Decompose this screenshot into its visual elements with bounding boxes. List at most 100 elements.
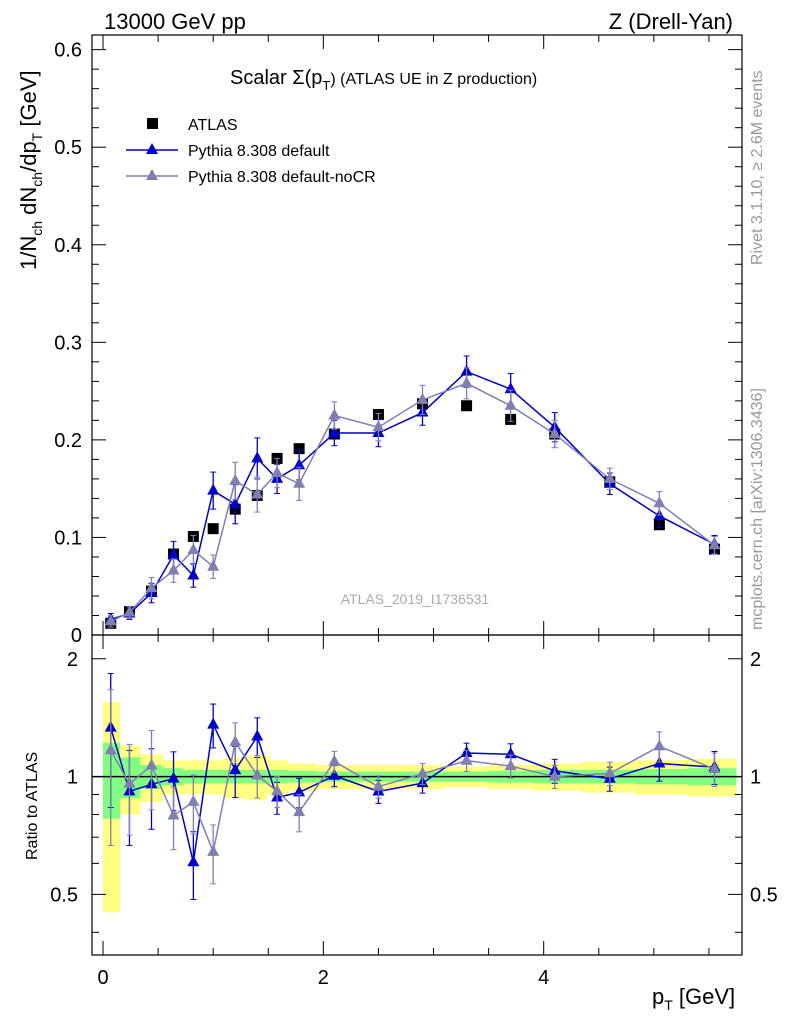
point-nocr xyxy=(145,581,158,593)
ylabel-part-a: 1/N xyxy=(16,236,41,270)
ylabel-part-f: T xyxy=(29,132,45,141)
ratio-point-nocr xyxy=(271,784,284,796)
point-nocr xyxy=(123,605,136,617)
point-nocr xyxy=(187,543,200,555)
point-default xyxy=(293,458,306,470)
y-axis-label-ratio: Ratio to ATLAS xyxy=(24,752,41,860)
ratio-point-default xyxy=(207,717,220,729)
ratio-point-nocr xyxy=(207,844,220,856)
point-nocr xyxy=(229,473,242,485)
point-default xyxy=(187,568,200,580)
ratio-band-inner xyxy=(120,757,141,799)
ratio-point-nocr xyxy=(187,794,200,806)
point-default xyxy=(251,451,264,463)
point-nocr xyxy=(328,408,341,420)
y-tick-label-ratio-right: 1 xyxy=(750,767,761,789)
ylabel-part-b: ch xyxy=(29,221,45,236)
ratio-point-nocr xyxy=(416,766,429,778)
y-tick-label-ratio-right: 0.5 xyxy=(750,884,778,906)
xlabel-part-b: T xyxy=(664,997,673,1013)
y-tick-label-main: 0.6 xyxy=(54,40,82,62)
y-tick-label-main: 0 xyxy=(71,625,82,647)
plot-title: Scalar Σ(pT) (ATLAS UE in Z production) xyxy=(230,67,537,93)
ratio-point-default xyxy=(251,729,264,741)
ratio-point-nocr xyxy=(708,762,721,774)
point-nocr xyxy=(167,563,180,575)
x-tick-label: 4 xyxy=(538,967,549,989)
y-tick-label-main: 0.2 xyxy=(54,430,82,452)
point-nocr xyxy=(460,376,473,388)
ratio-point-default xyxy=(167,771,180,783)
ratio-point-nocr xyxy=(167,808,180,820)
legend: ATLAS Pythia 8.308 default Pythia 8.308 … xyxy=(126,117,376,186)
y-tick-label-ratio: 2 xyxy=(67,649,78,671)
process-label: Z (Drell-Yan) xyxy=(609,9,733,34)
ratio-bands xyxy=(92,702,742,913)
plot-title-sub: T xyxy=(322,78,330,93)
y-tick-label-main: 0.1 xyxy=(54,527,82,549)
y-tick-label-main: 0.3 xyxy=(54,332,82,354)
y-axis-label-main: 1/Nch dNch/dpT [GeV] xyxy=(16,70,45,270)
legend-marker-nocr xyxy=(146,169,158,180)
ylabel-part-c: dN xyxy=(16,187,41,221)
point-default xyxy=(167,548,180,559)
axis-ticks: 0 2 400.10.20.30.40.50.60.5 0.51 12 2 xyxy=(50,35,778,989)
y-tick-label-ratio: 1 xyxy=(67,767,78,789)
collision-label: 13000 GeV pp xyxy=(104,9,246,34)
ratio-point-nocr xyxy=(251,768,264,780)
plot-title-main: Scalar Σ(p xyxy=(230,67,322,89)
data-series xyxy=(104,355,721,901)
point-nocr xyxy=(708,538,721,550)
ratio-panel-frame xyxy=(91,634,743,956)
ratio-point-nocr xyxy=(145,758,158,770)
legend-marker-default xyxy=(146,143,158,154)
ylabel-part-e: /dp xyxy=(16,141,41,172)
y-tick-label-main: 0.4 xyxy=(54,235,82,257)
legend-label-default: Pythia 8.308 default xyxy=(188,143,330,160)
point-default xyxy=(229,497,242,509)
xlabel-part-c: [GeV] xyxy=(673,984,735,1009)
ratio-point-default xyxy=(187,855,200,867)
point-nocr xyxy=(603,471,616,483)
point-nocr xyxy=(504,398,517,410)
ratio-point-nocr xyxy=(548,769,561,781)
ratio-point-default xyxy=(229,763,242,775)
ratio-point-nocr xyxy=(328,754,341,766)
ratio-point-nocr xyxy=(104,743,117,755)
ratio-point-nocr xyxy=(229,735,242,747)
atlas-point xyxy=(207,523,219,535)
ratio-band-inner xyxy=(103,742,121,819)
point-nocr xyxy=(293,476,306,488)
ratio-point-nocr xyxy=(372,779,385,791)
ratio-point-nocr xyxy=(460,753,473,765)
plot-title-tail: ) (ATLAS UE in Z production) xyxy=(330,71,537,88)
legend-label-nocr: Pythia 8.308 default-noCR xyxy=(188,169,376,186)
legend-marker-atlas xyxy=(147,118,158,129)
point-nocr xyxy=(271,466,284,478)
ratio-point-nocr xyxy=(653,739,666,751)
atlas-point xyxy=(293,443,305,455)
point-nocr xyxy=(548,427,561,439)
mcplots-label: mcplots.cern.ch [arXiv:1306.3436] xyxy=(749,388,766,630)
ratio-point-nocr xyxy=(504,759,517,771)
ratio-point-default xyxy=(504,747,517,759)
point-nocr xyxy=(104,614,117,626)
ratio-point-default xyxy=(328,768,341,780)
atlas-point xyxy=(461,400,473,412)
ylabel-part-d: ch xyxy=(29,172,45,187)
point-nocr xyxy=(416,392,429,404)
series-line-default xyxy=(110,370,715,621)
ylabel-part-g: [GeV] xyxy=(16,70,41,132)
point-default xyxy=(207,483,220,495)
x-tick-label: 2 xyxy=(318,967,329,989)
rivet-version-label: Rivet 3.1.10, ≥ 2.6M events xyxy=(749,70,766,265)
ratio-point-nocr xyxy=(603,766,616,778)
ratio-point-nocr xyxy=(123,776,136,788)
point-nocr xyxy=(653,496,666,508)
y-tick-label-ratio: 0.5 xyxy=(50,884,78,906)
point-nocr xyxy=(207,559,220,571)
point-default xyxy=(328,426,341,438)
legend-label-atlas: ATLAS xyxy=(188,117,238,134)
xlabel-part-a: p xyxy=(652,984,664,1009)
